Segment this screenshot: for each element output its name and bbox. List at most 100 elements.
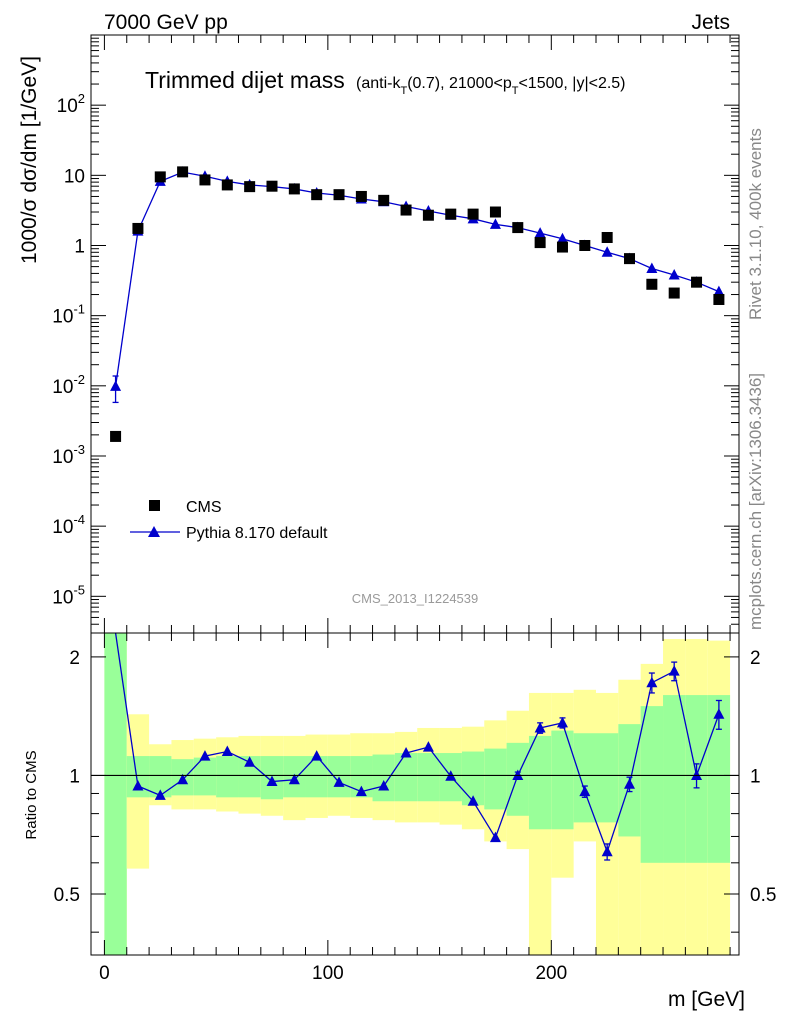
data-point	[668, 287, 680, 299]
data-point	[244, 181, 256, 193]
inner-band-bin	[707, 695, 731, 863]
plot-title-detail: (anti-kT(0.7), 21000<pT<1500, |y|<2.5)	[356, 75, 626, 97]
data-point	[534, 237, 546, 249]
data-point	[445, 208, 457, 220]
data-point	[422, 209, 434, 221]
inner-band-bin	[551, 730, 574, 830]
y-tick-label: 10	[64, 166, 85, 187]
ratio-point	[713, 708, 725, 719]
ratio-point	[422, 741, 434, 752]
legend-marker-cms	[149, 500, 160, 511]
ratio-point	[467, 795, 479, 806]
legend-label-mc: Pythia 8.170 default	[186, 525, 328, 542]
y-tick-label: 10-1	[52, 302, 85, 328]
ratio-point	[489, 831, 501, 843]
ratio-point	[288, 773, 300, 785]
x-tick-label: 0	[99, 963, 110, 984]
y-tick-label: 10-3	[52, 442, 85, 468]
data-point	[110, 430, 122, 442]
ratio-point	[691, 769, 703, 780]
outer-band-bin	[595, 692, 619, 955]
ratio-point	[601, 845, 613, 857]
data-point	[467, 208, 479, 220]
data-point	[132, 222, 144, 234]
mc-point	[668, 268, 680, 280]
data-point	[400, 204, 412, 216]
data-point	[333, 189, 345, 201]
inner-band-bin	[126, 756, 150, 798]
inner-band-bin	[149, 756, 172, 798]
legend-label-cms: CMS	[186, 499, 222, 516]
ratio-point	[244, 756, 256, 767]
ratio-y-tick-label-right: 1	[750, 766, 761, 787]
plot-title: Trimmed dijet mass	[145, 67, 345, 93]
data-point	[311, 189, 323, 201]
mc-line	[114, 171, 720, 387]
inner-band-bin	[417, 753, 440, 802]
ratio-point	[266, 775, 278, 787]
data-point	[691, 276, 703, 288]
data-point	[512, 222, 524, 234]
inner-band-bin	[528, 735, 552, 830]
ratio-point	[668, 665, 680, 676]
mc-point	[110, 380, 122, 391]
ratio-point	[154, 789, 166, 800]
y-tick-label: 10-2	[52, 372, 85, 398]
rivet-label: Rivet 3.1.10, 400k events	[746, 128, 765, 320]
data-point	[556, 241, 568, 253]
ratio-y-tick-label: 1	[69, 766, 80, 787]
inner-band-bin	[595, 733, 619, 823]
mc-point	[556, 232, 568, 244]
inner-band-bin	[394, 753, 418, 802]
data-point	[288, 183, 300, 195]
y-tick-label: 10-5	[52, 582, 85, 608]
x-axis-label: m [GeV]	[668, 988, 745, 1011]
ratio-point	[400, 747, 412, 758]
ratio-point	[333, 776, 345, 787]
ratio-point	[221, 745, 233, 757]
data-point	[199, 174, 211, 186]
legend: CMS Pythia 8.170 default	[130, 499, 328, 542]
ratio-point	[199, 750, 211, 761]
category-label: Jets	[691, 11, 730, 34]
inner-band-bin	[305, 756, 328, 798]
ratio-point	[132, 780, 144, 791]
ratio-y-axis-label: Ratio to CMS	[23, 750, 40, 839]
site-label: mcplots.cern.ch [arXiv:1306.3436]	[746, 373, 765, 630]
data-point	[221, 179, 233, 191]
inner-band-bin	[193, 757, 217, 796]
mc-point	[489, 218, 501, 229]
inner-band-bin	[573, 733, 596, 823]
inner-band-bin	[640, 706, 664, 863]
ratio-y-tick-label: 2	[69, 648, 80, 669]
y-axis-label: 1000/σ dσ/dm [1/GeV]	[18, 56, 41, 264]
data-point	[646, 278, 658, 290]
beam-label: 7000 GeV pp	[104, 11, 228, 34]
ratio-point	[378, 780, 390, 791]
data-point	[601, 231, 613, 243]
y-tick-label: 102	[57, 91, 85, 117]
ratio-point	[534, 721, 546, 733]
data-point	[489, 206, 501, 218]
ratio-plot-frame	[90, 632, 740, 956]
ratio-line	[114, 632, 720, 854]
mc-point	[646, 262, 658, 273]
analysis-id: CMS_2013_I1224539	[352, 591, 479, 606]
ratio-plot: 0.5 0.5 1 1 2 2 0 100 200 Ratio to CMS m [GeV]	[23, 632, 776, 1011]
data-point	[624, 253, 636, 265]
data-point	[177, 166, 189, 178]
inner-band-bin	[350, 756, 373, 798]
ratio-y-tick-label: 0.5	[54, 885, 80, 906]
data-point	[713, 293, 725, 305]
ratio-point	[579, 785, 591, 797]
inner-band-bin	[663, 695, 686, 863]
legend-marker-mc	[148, 526, 160, 537]
main-plot: 10-5 10-4 10-3 10-2 10-1 1 10 102 Trimmed dijet…	[18, 34, 740, 634]
inner-band-bin	[461, 751, 485, 806]
ratio-point	[624, 778, 636, 789]
inner-band-bin	[484, 748, 507, 810]
data-point	[355, 190, 367, 202]
y-tick-label: 10-4	[52, 512, 85, 538]
x-tick-label: 200	[535, 963, 567, 984]
